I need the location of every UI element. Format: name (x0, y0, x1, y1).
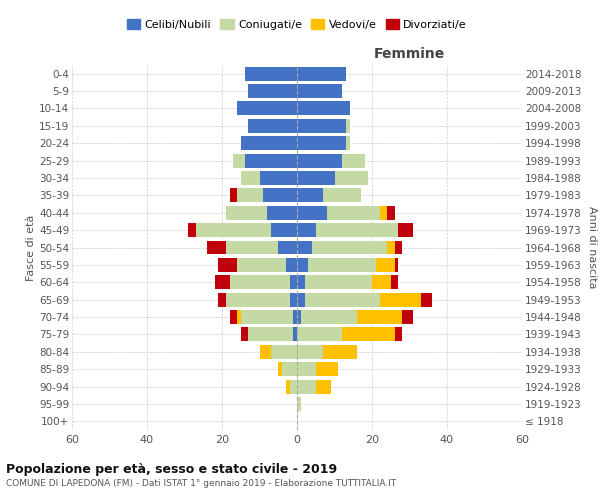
Bar (297, 258, 308, 272)
Bar (237, 188, 263, 202)
Bar (226, 292, 290, 306)
Bar (297, 276, 305, 289)
Bar (278, 362, 282, 376)
Bar (271, 345, 297, 358)
Bar (297, 292, 305, 306)
Bar (290, 380, 297, 394)
Bar (297, 171, 335, 185)
Bar (248, 84, 297, 98)
Bar (297, 84, 342, 98)
Bar (286, 258, 297, 272)
Bar (282, 362, 297, 376)
Bar (297, 362, 316, 376)
Bar (346, 136, 349, 150)
Bar (357, 310, 402, 324)
Bar (316, 223, 398, 237)
Bar (226, 206, 267, 220)
Bar (395, 328, 402, 342)
Bar (297, 119, 346, 133)
Bar (297, 240, 312, 254)
Bar (327, 206, 380, 220)
Bar (316, 380, 331, 394)
Bar (305, 292, 380, 306)
Bar (233, 154, 245, 168)
Bar (387, 206, 395, 220)
Bar (342, 328, 395, 342)
Bar (308, 258, 376, 272)
Bar (380, 292, 421, 306)
Bar (218, 292, 226, 306)
Bar (391, 276, 398, 289)
Text: COMUNE DI LAPEDONA (FM) - Dati ISTAT 1° gennaio 2019 - Elaborazione TUTTITALIA.I: COMUNE DI LAPEDONA (FM) - Dati ISTAT 1° … (6, 479, 396, 488)
Bar (323, 345, 357, 358)
Bar (218, 258, 237, 272)
Bar (196, 223, 271, 237)
Bar (241, 136, 297, 150)
Bar (290, 276, 297, 289)
Legend: Celibi/Nubili, Coniugati/e, Vedovi/e, Divorziati/e: Celibi/Nubili, Coniugati/e, Vedovi/e, Di… (127, 20, 467, 30)
Bar (346, 119, 349, 133)
Bar (387, 240, 395, 254)
Bar (188, 223, 196, 237)
Bar (293, 310, 297, 324)
Bar (305, 276, 372, 289)
Bar (229, 310, 237, 324)
Bar (245, 154, 297, 168)
Bar (297, 102, 349, 116)
Bar (372, 276, 391, 289)
Bar (395, 240, 402, 254)
Bar (260, 345, 271, 358)
Bar (293, 328, 297, 342)
Bar (421, 292, 432, 306)
Bar (312, 240, 387, 254)
Bar (226, 240, 278, 254)
Bar (229, 276, 290, 289)
Bar (248, 119, 297, 133)
Bar (335, 171, 368, 185)
Bar (316, 362, 338, 376)
Text: Popolazione per età, sesso e stato civile - 2019: Popolazione per età, sesso e stato civil… (6, 462, 337, 475)
Bar (297, 380, 316, 394)
Bar (237, 102, 297, 116)
Bar (241, 310, 293, 324)
Bar (395, 258, 398, 272)
Bar (290, 292, 297, 306)
Bar (207, 240, 226, 254)
Bar (260, 171, 297, 185)
Bar (237, 258, 286, 272)
Y-axis label: Fasce di età: Fasce di età (26, 214, 36, 280)
Bar (342, 154, 365, 168)
Bar (271, 223, 297, 237)
Bar (297, 154, 342, 168)
Bar (402, 310, 413, 324)
Bar (278, 240, 297, 254)
Bar (241, 171, 260, 185)
Bar (297, 397, 301, 411)
Bar (323, 188, 361, 202)
Bar (215, 276, 229, 289)
Bar (297, 310, 301, 324)
Bar (263, 188, 297, 202)
Bar (286, 380, 290, 394)
Bar (398, 223, 413, 237)
Bar (297, 328, 342, 342)
Bar (229, 188, 237, 202)
Bar (297, 206, 327, 220)
Bar (301, 310, 357, 324)
Bar (267, 206, 297, 220)
Bar (376, 258, 395, 272)
Bar (297, 136, 346, 150)
Bar (380, 206, 387, 220)
Bar (237, 310, 241, 324)
Bar (297, 188, 323, 202)
Y-axis label: Anni di nascita: Anni di nascita (587, 206, 597, 289)
Bar (297, 66, 346, 80)
Bar (241, 328, 248, 342)
Bar (245, 66, 297, 80)
Bar (248, 328, 293, 342)
Text: Femmine: Femmine (374, 48, 445, 62)
Bar (297, 345, 323, 358)
Bar (297, 223, 316, 237)
